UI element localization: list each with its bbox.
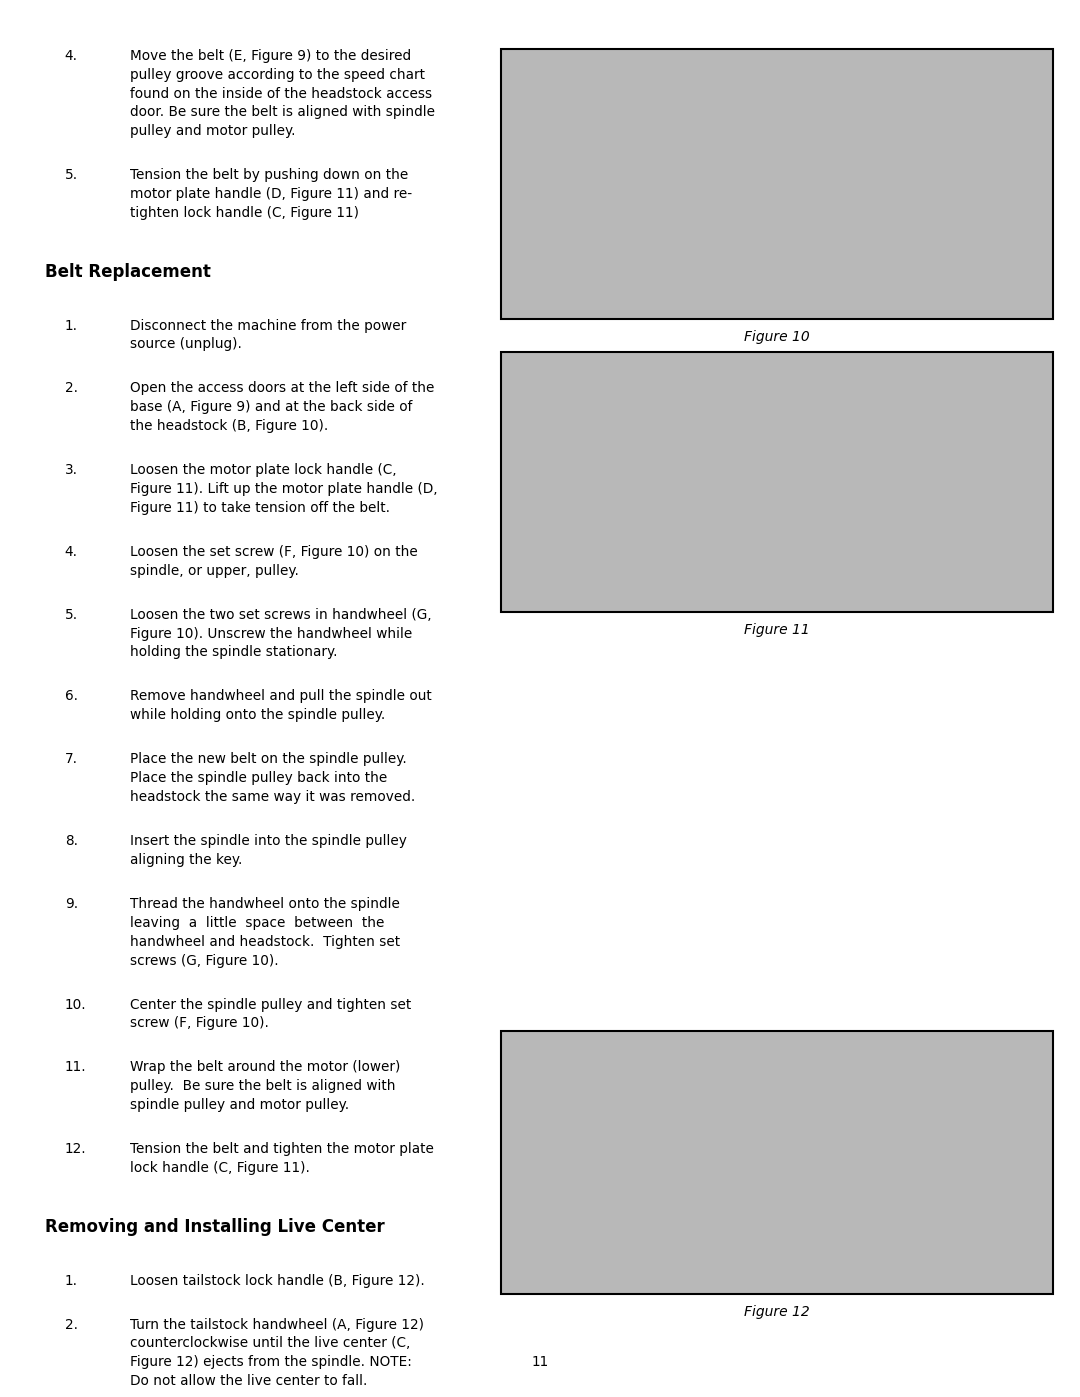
Text: screw (F, Figure 10).: screw (F, Figure 10). xyxy=(130,1017,269,1031)
Text: lock handle (C, Figure 11).: lock handle (C, Figure 11). xyxy=(130,1161,310,1175)
Text: Tension the belt and tighten the motor plate: Tension the belt and tighten the motor p… xyxy=(130,1143,433,1157)
Text: Remove handwheel and pull the spindle out: Remove handwheel and pull the spindle ou… xyxy=(130,690,431,704)
Text: screws (G, Figure 10).: screws (G, Figure 10). xyxy=(130,954,279,968)
Text: 10.: 10. xyxy=(65,997,86,1011)
Text: spindle, or upper, pulley.: spindle, or upper, pulley. xyxy=(130,564,298,578)
Text: leaving  a  little  space  between  the: leaving a little space between the xyxy=(130,916,384,930)
Text: 7.: 7. xyxy=(65,753,78,767)
Text: handwheel and headstock.  Tighten set: handwheel and headstock. Tighten set xyxy=(130,935,400,949)
Text: pulley.  Be sure the belt is aligned with: pulley. Be sure the belt is aligned with xyxy=(130,1080,395,1094)
Text: Figure 11: Figure 11 xyxy=(744,623,810,637)
Text: 6.: 6. xyxy=(65,690,78,704)
Text: 9.: 9. xyxy=(65,897,78,911)
Text: holding the spindle stationary.: holding the spindle stationary. xyxy=(130,645,337,659)
Text: 1.: 1. xyxy=(65,319,78,332)
Text: headstock the same way it was removed.: headstock the same way it was removed. xyxy=(130,791,415,805)
Text: spindle pulley and motor pulley.: spindle pulley and motor pulley. xyxy=(130,1098,349,1112)
Text: Do not allow the live center to fall.: Do not allow the live center to fall. xyxy=(130,1375,367,1389)
Text: Figure 11) to take tension off the belt.: Figure 11) to take tension off the belt. xyxy=(130,502,390,515)
Text: aligning the key.: aligning the key. xyxy=(130,854,242,868)
Text: Insert the spindle into the spindle pulley: Insert the spindle into the spindle pull… xyxy=(130,834,406,848)
Text: pulley groove according to the speed chart: pulley groove according to the speed cha… xyxy=(130,68,424,82)
Text: Loosen the motor plate lock handle (C,: Loosen the motor plate lock handle (C, xyxy=(130,464,396,478)
Text: Belt Replacement: Belt Replacement xyxy=(45,263,212,281)
Text: 11.: 11. xyxy=(65,1060,86,1074)
Text: 12.: 12. xyxy=(65,1143,86,1157)
Text: Move the belt (E, Figure 9) to the desired: Move the belt (E, Figure 9) to the desir… xyxy=(130,49,410,63)
Text: Tension the belt by pushing down on the: Tension the belt by pushing down on the xyxy=(130,169,408,183)
Text: source (unplug).: source (unplug). xyxy=(130,338,242,352)
Text: 5.: 5. xyxy=(65,608,78,622)
Text: 2.: 2. xyxy=(65,381,78,395)
Text: Center the spindle pulley and tighten set: Center the spindle pulley and tighten se… xyxy=(130,997,410,1011)
Text: tighten lock handle (C, Figure 11): tighten lock handle (C, Figure 11) xyxy=(130,207,359,221)
Text: Loosen the set screw (F, Figure 10) on the: Loosen the set screw (F, Figure 10) on t… xyxy=(130,545,417,559)
Text: Wrap the belt around the motor (lower): Wrap the belt around the motor (lower) xyxy=(130,1060,400,1074)
Text: pulley and motor pulley.: pulley and motor pulley. xyxy=(130,124,295,138)
Text: Figure 11). Lift up the motor plate handle (D,: Figure 11). Lift up the motor plate hand… xyxy=(130,482,437,496)
Text: Turn the tailstock handwheel (A, Figure 12): Turn the tailstock handwheel (A, Figure … xyxy=(130,1317,423,1331)
Bar xyxy=(501,49,1053,319)
Text: found on the inside of the headstock access: found on the inside of the headstock acc… xyxy=(130,87,432,101)
Text: 2.: 2. xyxy=(65,1317,78,1331)
Text: Figure 10). Unscrew the handwheel while: Figure 10). Unscrew the handwheel while xyxy=(130,627,411,641)
Text: 8.: 8. xyxy=(65,834,78,848)
Text: Loosen the two set screws in handwheel (G,: Loosen the two set screws in handwheel (… xyxy=(130,608,431,622)
Text: door. Be sure the belt is aligned with spindle: door. Be sure the belt is aligned with s… xyxy=(130,106,434,120)
Text: while holding onto the spindle pulley.: while holding onto the spindle pulley. xyxy=(130,708,384,722)
Text: Place the spindle pulley back into the: Place the spindle pulley back into the xyxy=(130,771,387,785)
Text: base (A, Figure 9) and at the back side of: base (A, Figure 9) and at the back side … xyxy=(130,401,411,415)
Text: Figure 10: Figure 10 xyxy=(744,330,810,344)
Text: Removing and Installing Live Center: Removing and Installing Live Center xyxy=(45,1218,386,1235)
Text: 11: 11 xyxy=(531,1355,549,1369)
Text: 1.: 1. xyxy=(65,1274,78,1288)
Text: Disconnect the machine from the power: Disconnect the machine from the power xyxy=(130,319,406,332)
Text: the headstock (B, Figure 10).: the headstock (B, Figure 10). xyxy=(130,419,328,433)
Text: Thread the handwheel onto the spindle: Thread the handwheel onto the spindle xyxy=(130,897,400,911)
Text: 5.: 5. xyxy=(65,169,78,183)
Bar xyxy=(501,352,1053,612)
Text: Place the new belt on the spindle pulley.: Place the new belt on the spindle pulley… xyxy=(130,753,406,767)
Text: 4.: 4. xyxy=(65,49,78,63)
Text: Figure 12: Figure 12 xyxy=(744,1305,810,1320)
Bar xyxy=(501,1031,1053,1294)
Text: Loosen tailstock lock handle (B, Figure 12).: Loosen tailstock lock handle (B, Figure … xyxy=(130,1274,424,1288)
Text: motor plate handle (D, Figure 11) and re-: motor plate handle (D, Figure 11) and re… xyxy=(130,187,411,201)
Text: Figure 12) ejects from the spindle. NOTE:: Figure 12) ejects from the spindle. NOTE… xyxy=(130,1355,411,1369)
Text: counterclockwise until the live center (C,: counterclockwise until the live center (… xyxy=(130,1337,410,1351)
Text: 4.: 4. xyxy=(65,545,78,559)
Text: Open the access doors at the left side of the: Open the access doors at the left side o… xyxy=(130,381,434,395)
Text: 3.: 3. xyxy=(65,464,78,478)
